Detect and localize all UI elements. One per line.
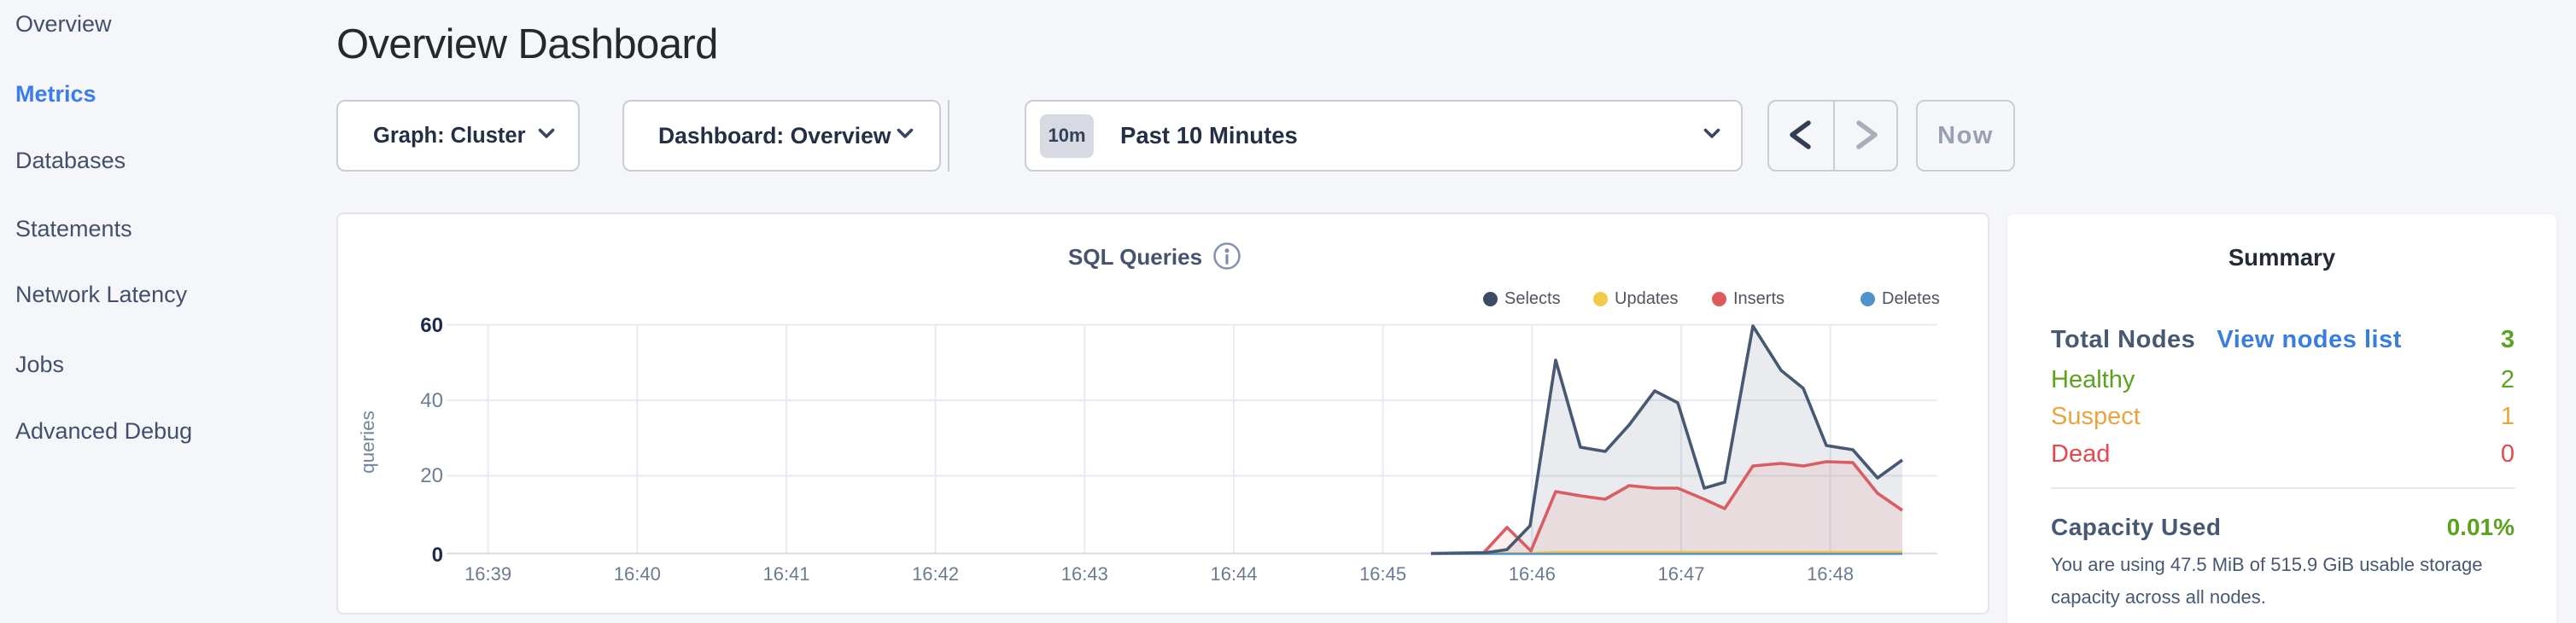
svg-text:16:41: 16:41 [762,563,809,585]
svg-text:queries: queries [357,410,378,474]
svg-text:60: 60 [420,314,443,337]
svg-text:16:48: 16:48 [1807,563,1854,585]
svg-text:16:47: 16:47 [1657,563,1704,585]
svg-text:16:42: 16:42 [912,563,959,585]
svg-text:0: 0 [432,544,443,567]
svg-text:16:44: 16:44 [1210,563,1257,585]
svg-text:16:40: 16:40 [614,563,661,585]
svg-text:16:46: 16:46 [1509,563,1556,585]
svg-text:40: 40 [420,389,443,412]
svg-text:16:43: 16:43 [1061,563,1108,585]
svg-text:20: 20 [420,464,443,487]
svg-text:16:39: 16:39 [464,563,511,585]
svg-text:16:45: 16:45 [1359,563,1406,585]
